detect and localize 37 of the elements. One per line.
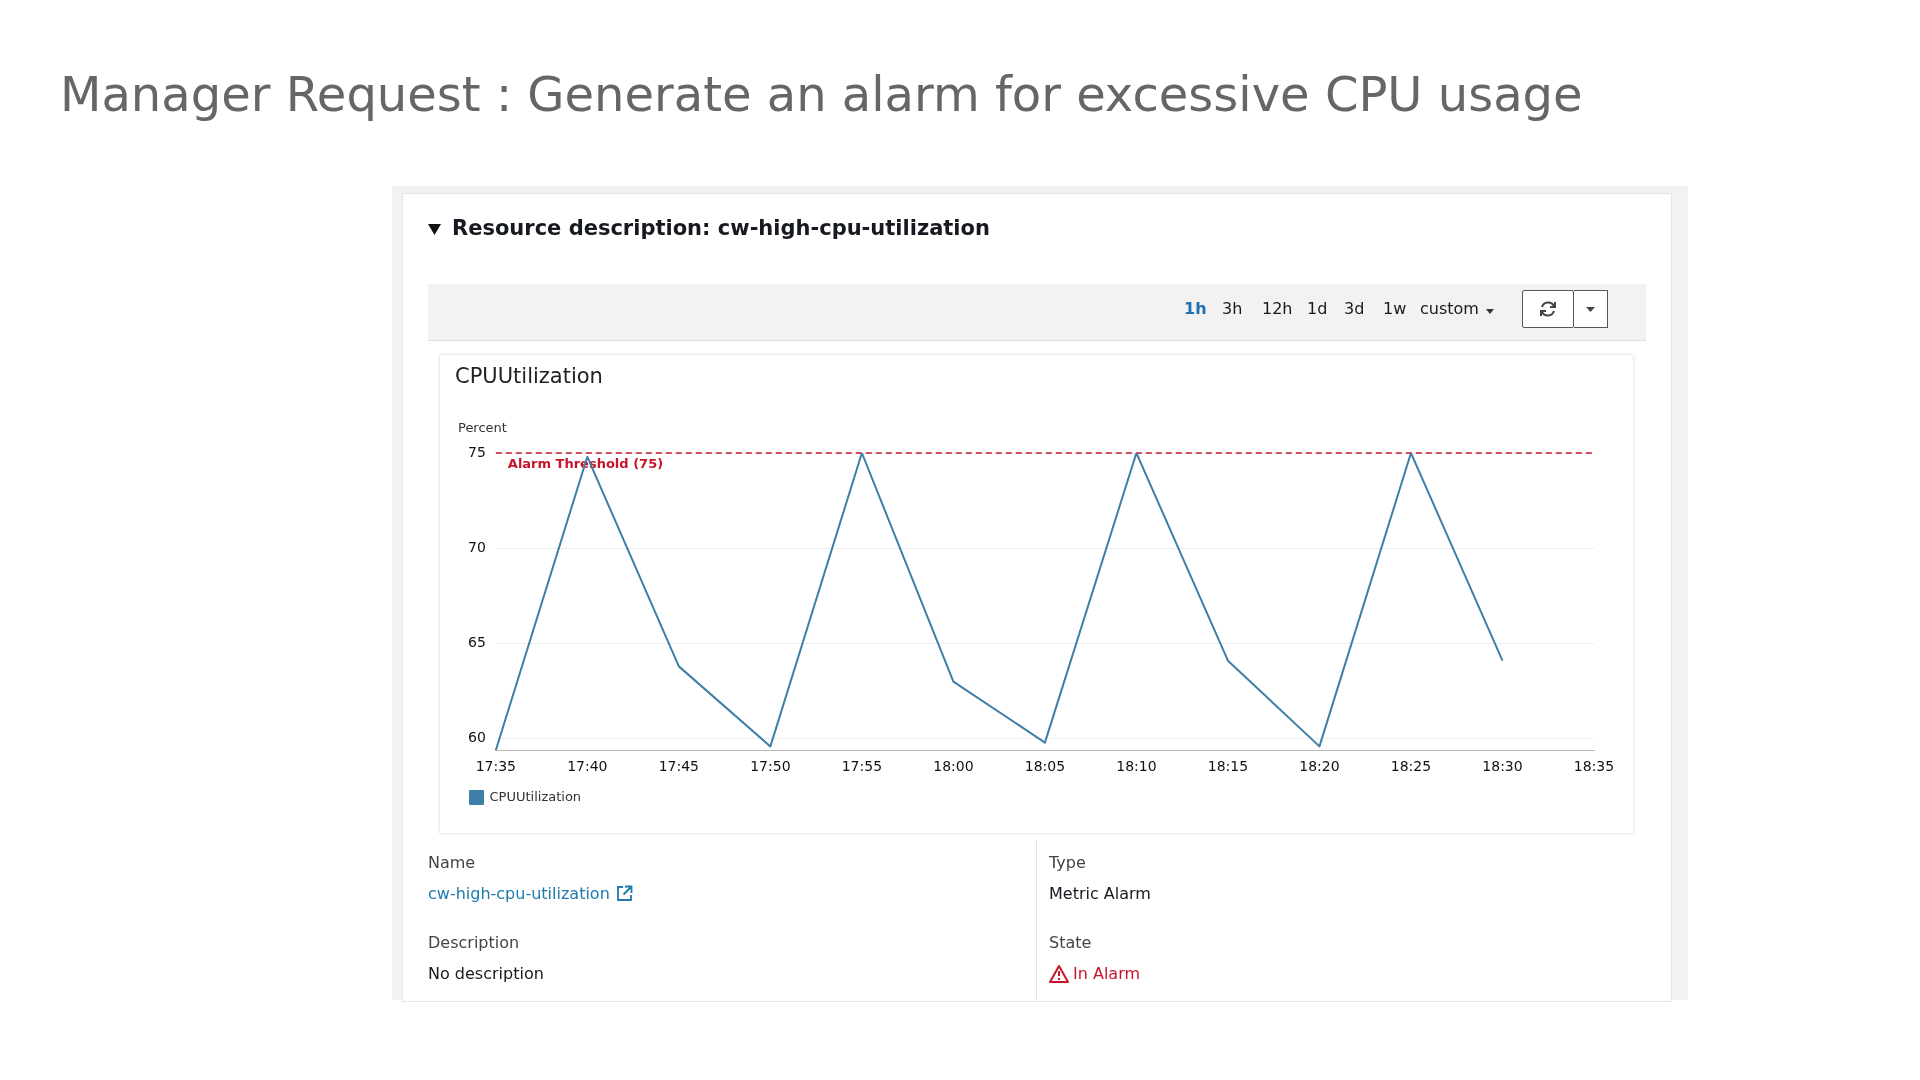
chart-subtitle: CPUUtilization — [455, 364, 603, 388]
text: 1w — [1383, 299, 1407, 318]
x-tick-label: 17:45 — [658, 758, 700, 775]
text: 12h — [1262, 299, 1293, 318]
x-tick-label: 18:05 — [1024, 758, 1066, 775]
text: Metric Alarm — [1049, 884, 1151, 903]
y-tick-label: 60 — [467, 729, 486, 746]
text: State — [1049, 933, 1092, 952]
x-tick-label: 18:30 — [1482, 758, 1523, 775]
text: No description — [428, 964, 544, 983]
text: Description — [428, 933, 520, 952]
text: Resource description: cw-high-cpu-utilization — [452, 216, 990, 240]
text: In Alarm — [1073, 964, 1141, 983]
x-tick-label: 18:35 — [1573, 758, 1615, 775]
y-axis-title: Percent — [458, 419, 507, 435]
chart-title: Manager Request : Generate an alarm for excessive CPU usage — [60, 66, 1583, 122]
text: custom — [1420, 299, 1479, 318]
text: 3h — [1222, 299, 1243, 318]
y-tick-label: 70 — [467, 538, 486, 555]
y-tick-label: 75 — [467, 443, 486, 460]
x-tick-label: 17:50 — [750, 758, 791, 775]
y-tick-label: 65 — [467, 634, 486, 651]
x-tick-label: 18:20 — [1299, 758, 1340, 775]
x-tick-label: 17:35 — [475, 758, 516, 775]
x-tick-label: 17:55 — [841, 758, 883, 775]
x-tick-label: 17:40 — [567, 758, 608, 775]
text: 3d — [1344, 299, 1365, 318]
legend-label: CPUUtilization — [489, 788, 582, 804]
x-tick-label: 18:15 — [1207, 758, 1249, 775]
text: 1h — [1184, 299, 1207, 318]
text: 1d — [1307, 299, 1328, 318]
text: Type — [1049, 853, 1086, 872]
x-tick-label: 18:00 — [933, 758, 974, 775]
x-tick-label: 18:10 — [1116, 758, 1157, 775]
text: Name — [428, 853, 476, 872]
text: cw-high-cpu-utilization — [428, 884, 610, 903]
x-tick-label: 18:25 — [1390, 758, 1432, 775]
